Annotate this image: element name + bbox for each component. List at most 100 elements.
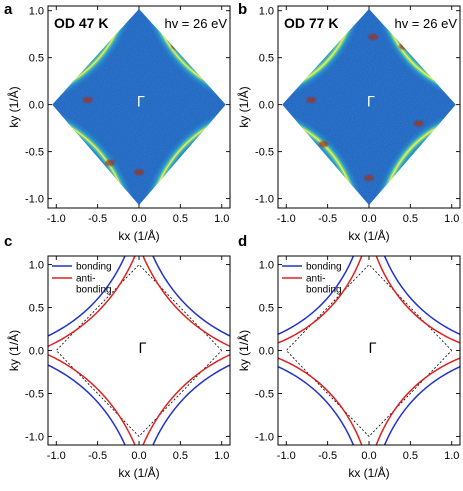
fermi-surface-antibonding xyxy=(278,357,363,445)
x-tick-label: 0.5 xyxy=(173,450,188,462)
intensity-hotspot xyxy=(105,159,116,167)
y-tick-label: -0.5 xyxy=(255,147,274,159)
y-axis-label: ky (1/Å) xyxy=(236,86,251,127)
panel-letter: a xyxy=(4,1,13,18)
fermi-surface-antibonding xyxy=(142,256,230,348)
intensity-hotspot xyxy=(134,169,144,176)
fermi-surface-bonding xyxy=(48,256,126,337)
legend-label-bonding: bonding xyxy=(306,262,342,273)
fermi-surface-bonding xyxy=(383,256,460,336)
intensity-hotspot xyxy=(82,96,93,104)
legend-label-antibonding-2: bonding xyxy=(76,285,112,296)
x-axis-label: kx (1/Å) xyxy=(118,465,159,480)
x-tick-label: -1.0 xyxy=(47,213,66,225)
x-tick-label: 1.0 xyxy=(214,213,229,225)
legend-label-antibonding-2: bonding xyxy=(306,285,342,296)
y-tick-label: 0.5 xyxy=(29,303,44,315)
fermi-surface-antibonding xyxy=(278,256,363,344)
intensity-hotspot xyxy=(398,43,409,50)
x-tick-label: -0.5 xyxy=(318,450,337,462)
y-tick-label: 1.0 xyxy=(259,260,274,272)
fermi-surface-antibonding xyxy=(375,256,460,344)
x-tick-label: -1.0 xyxy=(47,450,66,462)
x-tick-label: -0.5 xyxy=(318,213,337,225)
x-tick-label: 0.5 xyxy=(173,213,188,225)
y-tick-label: 0.5 xyxy=(29,53,44,65)
gamma-point-label: Γ xyxy=(368,341,376,357)
legend-label-antibonding-1: anti- xyxy=(306,274,325,285)
y-tick-label: -1.0 xyxy=(255,194,274,206)
y-tick-label: -1.0 xyxy=(255,431,274,443)
fermi-surface-antibonding xyxy=(48,353,136,445)
legend-label-bonding: bonding xyxy=(76,262,112,273)
y-tick-label: 1.0 xyxy=(259,6,274,18)
x-tick-label: 0.0 xyxy=(131,450,146,462)
y-tick-label: 0.0 xyxy=(259,100,274,112)
fermi-surface-bonding xyxy=(152,364,230,445)
x-tick-label: 1.0 xyxy=(444,213,459,225)
fermi-surface-bonding xyxy=(278,256,355,336)
sample-label: OD 77 K xyxy=(284,15,338,31)
panel-letter: d xyxy=(238,233,247,250)
y-tick-label: 0.5 xyxy=(259,53,274,65)
brillouin-zone-boundary xyxy=(55,264,223,437)
y-tick-label: -0.5 xyxy=(255,388,274,400)
x-tick-label: -0.5 xyxy=(88,213,107,225)
intensity-hotspot xyxy=(306,96,317,104)
x-tick-label: 0.0 xyxy=(131,213,146,225)
y-tick-label: 0.0 xyxy=(29,100,44,112)
panel-b: b OD 77 K hv = 26 eV Γ -1.0 -0.5 0.0 0.5 1.0 -1.0… xyxy=(236,1,461,243)
y-tick-label: 0.0 xyxy=(259,346,274,358)
x-tick-label: 0.0 xyxy=(361,213,376,225)
fermi-surface-bonding xyxy=(48,364,126,445)
fermi-surface-antibonding xyxy=(375,357,460,445)
y-axis-label: ky (1/Å) xyxy=(6,86,21,127)
x-axis-label: kx (1/Å) xyxy=(348,228,389,243)
panels-layer: a OD 47 K hv = 26 eV Γ -1.0 -0.5 0.0 0.5 1.0 -1.0… xyxy=(4,1,461,480)
y-tick-label: 0.5 xyxy=(259,303,274,315)
x-axis-label: kx (1/Å) xyxy=(348,465,389,480)
y-tick-label: -0.5 xyxy=(25,147,44,159)
gamma-point-label: Γ xyxy=(137,95,145,111)
intensity-hotspot xyxy=(368,33,379,41)
plot-area xyxy=(278,256,460,445)
x-tick-label: 0.5 xyxy=(403,213,418,225)
x-tick-label: 1.0 xyxy=(214,450,229,462)
gamma-point-label: Γ xyxy=(138,341,146,357)
panel-letter: c xyxy=(4,233,12,250)
x-tick-label: 0.0 xyxy=(361,450,376,462)
panel-a: a OD 47 K hv = 26 eV Γ -1.0 -0.5 0.0 0.5 1.0 -1.0… xyxy=(4,1,231,243)
x-tick-label: -0.5 xyxy=(88,450,107,462)
y-axis-label: ky (1/Å) xyxy=(236,330,251,371)
y-tick-label: -0.5 xyxy=(25,388,44,400)
fermi-surface-antibonding xyxy=(142,353,230,445)
x-tick-label: -1.0 xyxy=(277,450,296,462)
intensity-hotspot xyxy=(413,120,424,127)
intensity-hotspot xyxy=(318,140,329,148)
y-tick-label: 0.0 xyxy=(29,346,44,358)
x-tick-label: -1.0 xyxy=(277,213,296,225)
intensity-hotspot xyxy=(171,43,182,50)
panel-letter: b xyxy=(238,1,247,18)
y-axis-label: ky (1/Å) xyxy=(6,330,21,371)
fermi-surface-bonding xyxy=(152,256,230,337)
intensity-hotspot xyxy=(364,174,374,182)
photon-energy-label: hv = 26 eV xyxy=(164,16,227,31)
x-tick-label: 0.5 xyxy=(403,450,418,462)
y-tick-label: 1.0 xyxy=(29,6,44,18)
x-axis-label: kx (1/Å) xyxy=(118,228,159,243)
y-tick-label: -1.0 xyxy=(25,194,44,206)
legend-label-antibonding-1: anti- xyxy=(76,274,95,285)
fermi-surface-bonding xyxy=(278,365,355,445)
photon-energy-label: hv = 26 eV xyxy=(394,16,457,31)
sample-label: OD 47 K xyxy=(54,15,108,31)
gamma-point-label: Γ xyxy=(367,95,375,111)
y-tick-label: -1.0 xyxy=(25,431,44,443)
fermi-surface-antibonding xyxy=(48,256,136,348)
y-tick-label: 1.0 xyxy=(29,260,44,272)
